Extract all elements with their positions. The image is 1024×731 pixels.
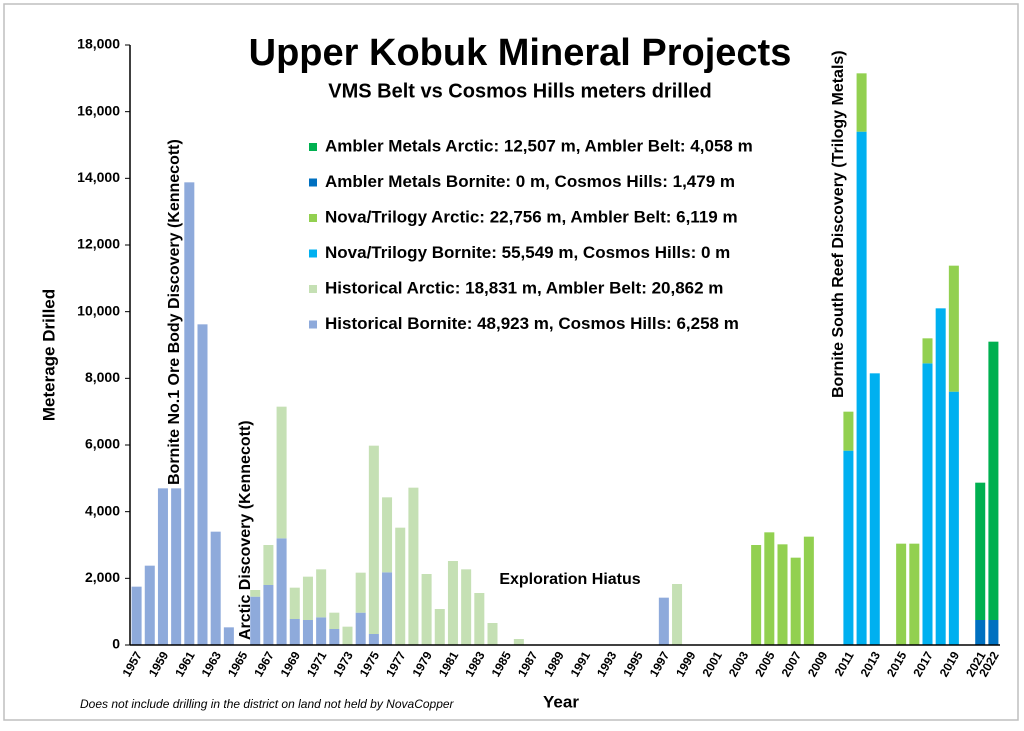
legend-marker <box>309 249 317 258</box>
legend-label: Nova/Trilogy Arctic: 22,756 m, Ambler Be… <box>325 207 738 226</box>
y-tick-label: 6,000 <box>85 436 120 452</box>
bar-segment <box>184 182 195 646</box>
legend-marker <box>309 143 317 151</box>
y-tick-label: 12,000 <box>77 236 120 252</box>
bar-segment <box>329 612 340 629</box>
bar-segment <box>935 308 946 645</box>
annotation: Exploration Hiatus <box>499 571 640 588</box>
bar-segment <box>856 131 867 645</box>
bar-segment <box>447 561 458 645</box>
bar-segment <box>843 411 854 451</box>
y-tick-label: 8,000 <box>85 369 120 385</box>
bar-segment <box>461 569 472 645</box>
bar-segment <box>790 557 801 645</box>
bar-segment <box>368 445 379 634</box>
legend-marker <box>309 285 317 293</box>
bar-segment <box>988 341 999 620</box>
bar-segment <box>434 609 445 645</box>
bar-segment <box>487 623 498 645</box>
annotation: Bornite South Reef Discovery (Trilogy Me… <box>830 50 847 398</box>
y-tick-label: 14,000 <box>77 169 120 185</box>
y-tick-label: 10,000 <box>77 302 120 318</box>
bar-segment <box>289 619 300 645</box>
bar-segment <box>144 565 155 645</box>
bar-segment <box>896 543 907 645</box>
legend-marker <box>309 214 317 222</box>
chart-title: Upper Kobuk Mineral Projects <box>249 32 792 74</box>
y-axis-label: Meterage Drilled <box>39 289 58 421</box>
bar-segment <box>263 545 274 585</box>
y-tick-label: 18,000 <box>77 36 120 52</box>
bar-segment <box>276 538 287 645</box>
bar-segment <box>131 586 142 645</box>
bar-segment <box>658 597 669 645</box>
bar-segment <box>777 544 788 645</box>
bar-segment <box>276 406 287 539</box>
bar-segment <box>922 338 933 364</box>
chart-subtitle: VMS Belt vs Cosmos Hills meters drilled <box>328 80 711 102</box>
bar-segment <box>856 73 867 132</box>
bar-segment <box>975 620 986 645</box>
bar-segment <box>263 585 274 645</box>
bar-segment <box>513 639 524 645</box>
bar-segment <box>474 593 485 645</box>
bar-segment <box>157 488 168 645</box>
bar-segment <box>329 629 340 645</box>
bar-segment <box>302 576 313 620</box>
bar-segment <box>408 487 419 645</box>
bar-segment <box>355 572 366 613</box>
bar-segment <box>210 531 221 645</box>
bar-segment <box>843 450 854 645</box>
bar-segment <box>355 612 366 645</box>
bar-segment <box>197 324 208 645</box>
bar-segment <box>975 482 986 620</box>
bar-segment <box>382 572 393 645</box>
bar-segment <box>988 620 999 645</box>
bar-segment <box>948 391 959 645</box>
bar-segment <box>316 617 327 645</box>
bar-segment <box>289 587 300 619</box>
bar-segment <box>382 497 393 573</box>
bar-segment <box>223 627 234 645</box>
y-tick-label: 0 <box>112 636 120 652</box>
legend-label: Ambler Metals Bornite: 0 m, Cosmos Hills… <box>325 172 735 191</box>
x-axis-label: Year <box>543 692 579 711</box>
legend-marker <box>309 320 317 329</box>
bar-segment <box>751 545 762 645</box>
bar-segment <box>672 584 683 645</box>
y-tick-label: 2,000 <box>85 569 120 585</box>
bar-segment <box>171 488 182 645</box>
legend-marker <box>309 178 317 187</box>
bar-segment <box>250 590 261 597</box>
annotation: Arctic Discovery (Kennecott) <box>237 420 254 640</box>
bar-segment <box>922 363 933 645</box>
bar-segment <box>764 532 775 645</box>
bar-segment <box>395 527 406 645</box>
bar-segment <box>342 626 353 645</box>
bar-segment <box>909 543 920 645</box>
legend-label: Historical Bornite: 48,923 m, Cosmos Hil… <box>325 314 739 333</box>
y-tick-label: 4,000 <box>85 502 120 518</box>
footnote: Does not include drilling in the distric… <box>80 697 455 711</box>
legend-label: Historical Arctic: 18,831 m, Ambler Belt… <box>325 278 723 297</box>
legend-label: Ambler Metals Arctic: 12,507 m, Ambler B… <box>325 136 753 155</box>
annotation: Bornite No.1 Ore Body Discovery (Kenneco… <box>166 139 183 485</box>
bar-segment <box>948 265 959 392</box>
bar-segment <box>869 373 880 645</box>
bar-segment <box>421 574 432 645</box>
bar-segment <box>803 536 814 645</box>
legend-label: Nova/Trilogy Bornite: 55,549 m, Cosmos H… <box>325 243 730 262</box>
bar-segment <box>302 620 313 645</box>
bar-segment <box>316 569 327 618</box>
bar-segment <box>250 596 261 645</box>
bar-segment <box>368 634 379 645</box>
y-tick-label: 16,000 <box>77 102 120 118</box>
